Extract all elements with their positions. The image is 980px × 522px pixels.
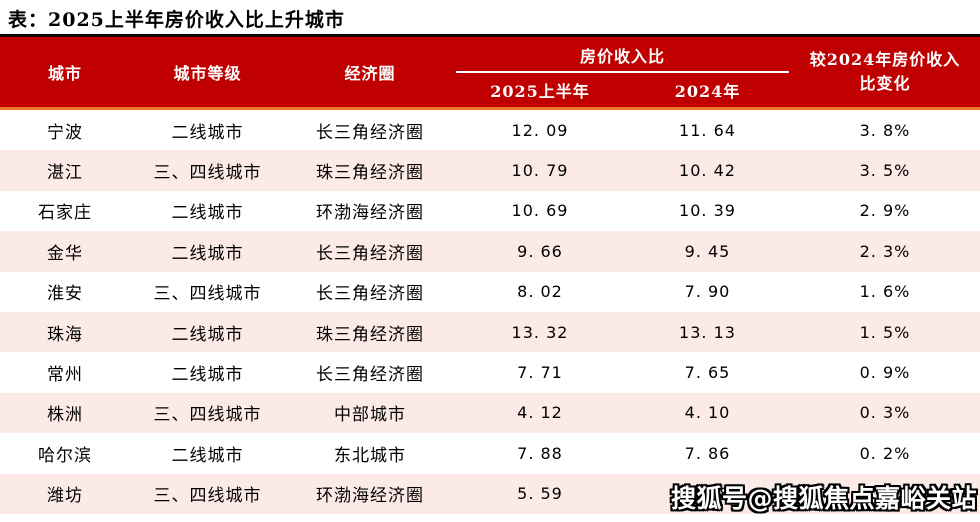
cell-zone: 环渤海经济圈 [316,486,424,507]
cell-zone: 长三角经济圈 [316,243,424,264]
cell-tier: 三、四线城市 [153,405,262,426]
cell-tier: 二线城市 [171,445,244,466]
cell-city: 潍坊 [47,486,83,507]
cell-2024: 4. 10 [684,403,731,423]
cell-change: 0. 2% [859,443,911,463]
header-ratio-group-label: 房价收入比 [579,47,665,66]
cell-2025h1: 13. 32 [511,322,569,342]
cell-tier: 二线城市 [171,122,244,143]
cell-tier: 二线城市 [171,365,244,386]
cell-zone: 长三角经济圈 [316,122,424,143]
cell-2024: 10. 42 [679,161,736,181]
cell-2025h1: 10. 79 [511,161,569,181]
cell-2024: 7. 90 [684,282,731,302]
cell-change: 3. 5% [859,161,911,181]
cell-2025h1: 7. 88 [517,443,563,463]
header-tier: 城市等级 [173,64,242,83]
cell-zone: 长三角经济圈 [316,365,424,386]
cell-change: 2. 9% [859,201,911,221]
cell-zone: 东北城市 [334,445,406,466]
cell-city: 宁波 [47,122,83,143]
cell-2025h1: 9. 66 [517,241,563,261]
cell-zone: 中部城市 [334,405,406,426]
ratio-group-divider [456,71,789,73]
cell-2025h1: 8. 02 [517,282,563,302]
header-change-line1: 较2024年房价收入 [809,50,961,69]
cell-city: 金华 [47,243,83,264]
cell-2025h1: 7. 71 [517,363,563,383]
cell-zone: 环渤海经济圈 [316,203,424,224]
table-row: 株洲 三、四线城市 中部城市 4. 12 4. 10 0. 3% [0,392,980,434]
cell-zone: 珠三角经济圈 [316,324,424,345]
watermark: 搜狐号@搜狐焦点嘉峪关站 [670,484,977,513]
table-row: 哈尔滨 二线城市 东北城市 7. 88 7. 86 0. 2% [0,433,980,474]
cell-city: 株洲 [47,405,83,426]
table-row: 常州 二线城市 长三角经济圈 7. 71 7. 65 0. 9% [0,352,980,393]
cell-tier: 二线城市 [171,203,244,224]
header-change: 较2024年房价收入 比变化 [790,37,980,107]
cell-city: 常州 [47,365,83,386]
cell-2025h1: 4. 12 [517,403,563,423]
table-row: 宁波 二线城市 长三角经济圈 12. 09 11. 64 3. 8% [0,110,980,151]
cell-change: 1. 5% [859,322,911,342]
header-2024: 2024年 [674,82,741,101]
cell-city: 石家庄 [38,203,92,224]
cell-city: 淮安 [47,284,83,305]
cell-zone: 珠三角经济圈 [316,163,424,184]
cell-change: 2. 3% [859,241,911,261]
table-row: 潍坊 三、四线城市 环渤海经济圈 5. 59 5. 58 0. 2% [0,473,980,514]
table-row: 石家庄 二线城市 环渤海经济圈 10. 69 10. 39 2. 9% [0,190,980,232]
header-change-line2: 比变化 [859,74,911,93]
table-row: 金华 二线城市 长三角经济圈 9. 66 9. 45 2. 3% [0,231,980,272]
cell-change: 1. 6% [859,282,911,302]
cell-city: 珠海 [47,324,83,345]
header-ratio-subrow: 2025上半年 2024年 [455,73,790,107]
cell-2024: 5. 58 [684,484,731,504]
cell-tier: 三、四线城市 [153,486,262,507]
cell-city: 哈尔滨 [38,445,92,466]
cell-tier: 二线城市 [171,243,244,264]
table-row: 珠海 二线城市 珠三角经济圈 13. 32 13. 13 1. 5% [0,311,980,353]
header-economic-zone: 经济圈 [344,64,396,83]
data-table: 城市 城市等级 经济圈 房价收入比 2025上半年 2024年 较2024年房价… [0,34,980,514]
cell-2024: 7. 86 [684,443,731,463]
cell-2025h1: 10. 69 [511,201,569,221]
table-row: 湛江 三、四线城市 珠三角经济圈 10. 79 10. 42 3. 5% [0,150,980,191]
cell-2025h1: 5. 59 [517,484,563,504]
cell-zone: 长三角经济圈 [316,284,424,305]
header-ratio-group: 房价收入比 2025上半年 2024年 [455,37,790,107]
table-body: 宁波 二线城市 长三角经济圈 12. 09 11. 64 3. 8% 湛江 三、… [0,110,980,514]
cell-city: 湛江 [47,163,83,184]
cell-2024: 9. 45 [684,241,731,261]
cell-2025h1: 12. 09 [511,120,569,140]
cell-tier: 二线城市 [171,324,244,345]
cell-tier: 三、四线城市 [153,284,262,305]
header-city: 城市 [47,64,82,83]
table-row: 淮安 三、四线城市 长三角经济圈 8. 02 7. 90 1. 6% [0,271,980,312]
cell-change: 0. 9% [859,363,911,383]
cell-2024: 7. 65 [684,363,731,383]
cell-change: 3. 8% [859,120,911,140]
header-2025h1: 2025上半年 [490,82,590,101]
cell-change: 0. 3% [859,403,911,423]
cell-tier: 三、四线城市 [153,163,262,184]
table-header: 城市 城市等级 经济圈 房价收入比 2025上半年 2024年 较2024年房价… [0,34,980,110]
table-title: 表：2025上半年房价收入比上升城市 [8,9,345,31]
cell-2024: 10. 39 [679,201,736,221]
cell-2024: 13. 13 [679,322,736,342]
cell-2024: 11. 64 [679,120,736,140]
cell-change: 0. 2% [859,484,911,504]
